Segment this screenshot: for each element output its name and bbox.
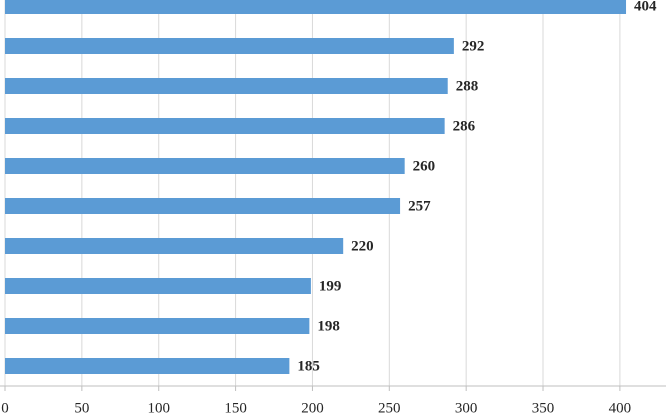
bar: [5, 238, 344, 254]
bar: [5, 358, 290, 374]
x-tick-label: 50: [74, 400, 89, 416]
bar: [5, 38, 454, 54]
value-label: 198: [317, 318, 340, 334]
value-label: 404: [634, 0, 657, 14]
bar: [5, 198, 401, 214]
x-tick-label: 350: [532, 400, 555, 416]
value-label: 257: [408, 198, 431, 214]
bar: [5, 118, 445, 134]
bar: [5, 0, 627, 14]
x-tick-label: 300: [455, 400, 478, 416]
value-label: 288: [456, 78, 479, 94]
bar: [5, 318, 310, 334]
value-label: 292: [462, 38, 485, 54]
x-tick-label: 250: [378, 400, 401, 416]
value-label: 286: [453, 118, 476, 134]
x-tick-label: 0: [1, 400, 9, 416]
bar: [5, 278, 311, 294]
value-label: 260: [413, 158, 436, 174]
value-label: 220: [351, 238, 374, 254]
bar: [5, 78, 448, 94]
x-tick-label: 100: [147, 400, 170, 416]
value-label: 199: [319, 278, 342, 294]
x-tick-label: 150: [224, 400, 247, 416]
bar: [5, 158, 405, 174]
value-label: 185: [297, 358, 320, 374]
x-tick-label: 400: [609, 400, 632, 416]
x-tick-label: 200: [301, 400, 324, 416]
